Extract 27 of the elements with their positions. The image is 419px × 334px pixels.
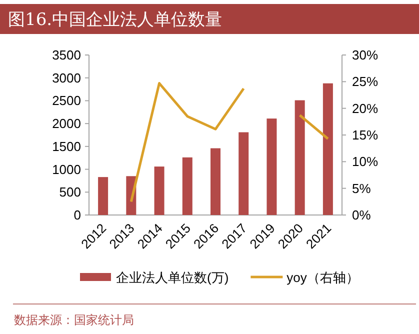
y2-tick-label: 30%: [352, 48, 378, 62]
y-tick-label: 500: [59, 184, 81, 200]
y2-tick-label: 15%: [352, 128, 378, 142]
y2-tick-label: 25%: [352, 74, 378, 90]
bar: [210, 148, 220, 215]
y-tick-label: 0: [74, 208, 81, 222]
bar: [154, 166, 164, 215]
y2-tick-label: 0%: [352, 208, 372, 222]
source-note: 数据来源：国家统计局: [14, 313, 134, 327]
y2-tick-label: 20%: [352, 100, 378, 116]
y-tick-label: 2000: [52, 116, 81, 132]
bar: [238, 132, 249, 215]
legend-label: yoy（右轴）: [286, 270, 359, 285]
y-tick-label: 3500: [52, 48, 81, 62]
bar: [182, 157, 192, 215]
chart-title: 图16.中国企业法人单位数量: [8, 10, 222, 30]
bar: [98, 177, 108, 215]
y2-tick-label: 10%: [352, 154, 378, 170]
y-tick-label: 2500: [52, 93, 81, 108]
legend-label: 企业法人单位数(万): [116, 270, 229, 285]
bar: [294, 100, 305, 215]
bar: [322, 83, 333, 215]
y-tick-label: 1000: [52, 162, 81, 177]
bar: [266, 118, 277, 215]
y-tick-label: 3000: [52, 70, 81, 86]
y2-tick-label: 5%: [352, 180, 372, 196]
y-tick-label: 1500: [52, 138, 81, 154]
